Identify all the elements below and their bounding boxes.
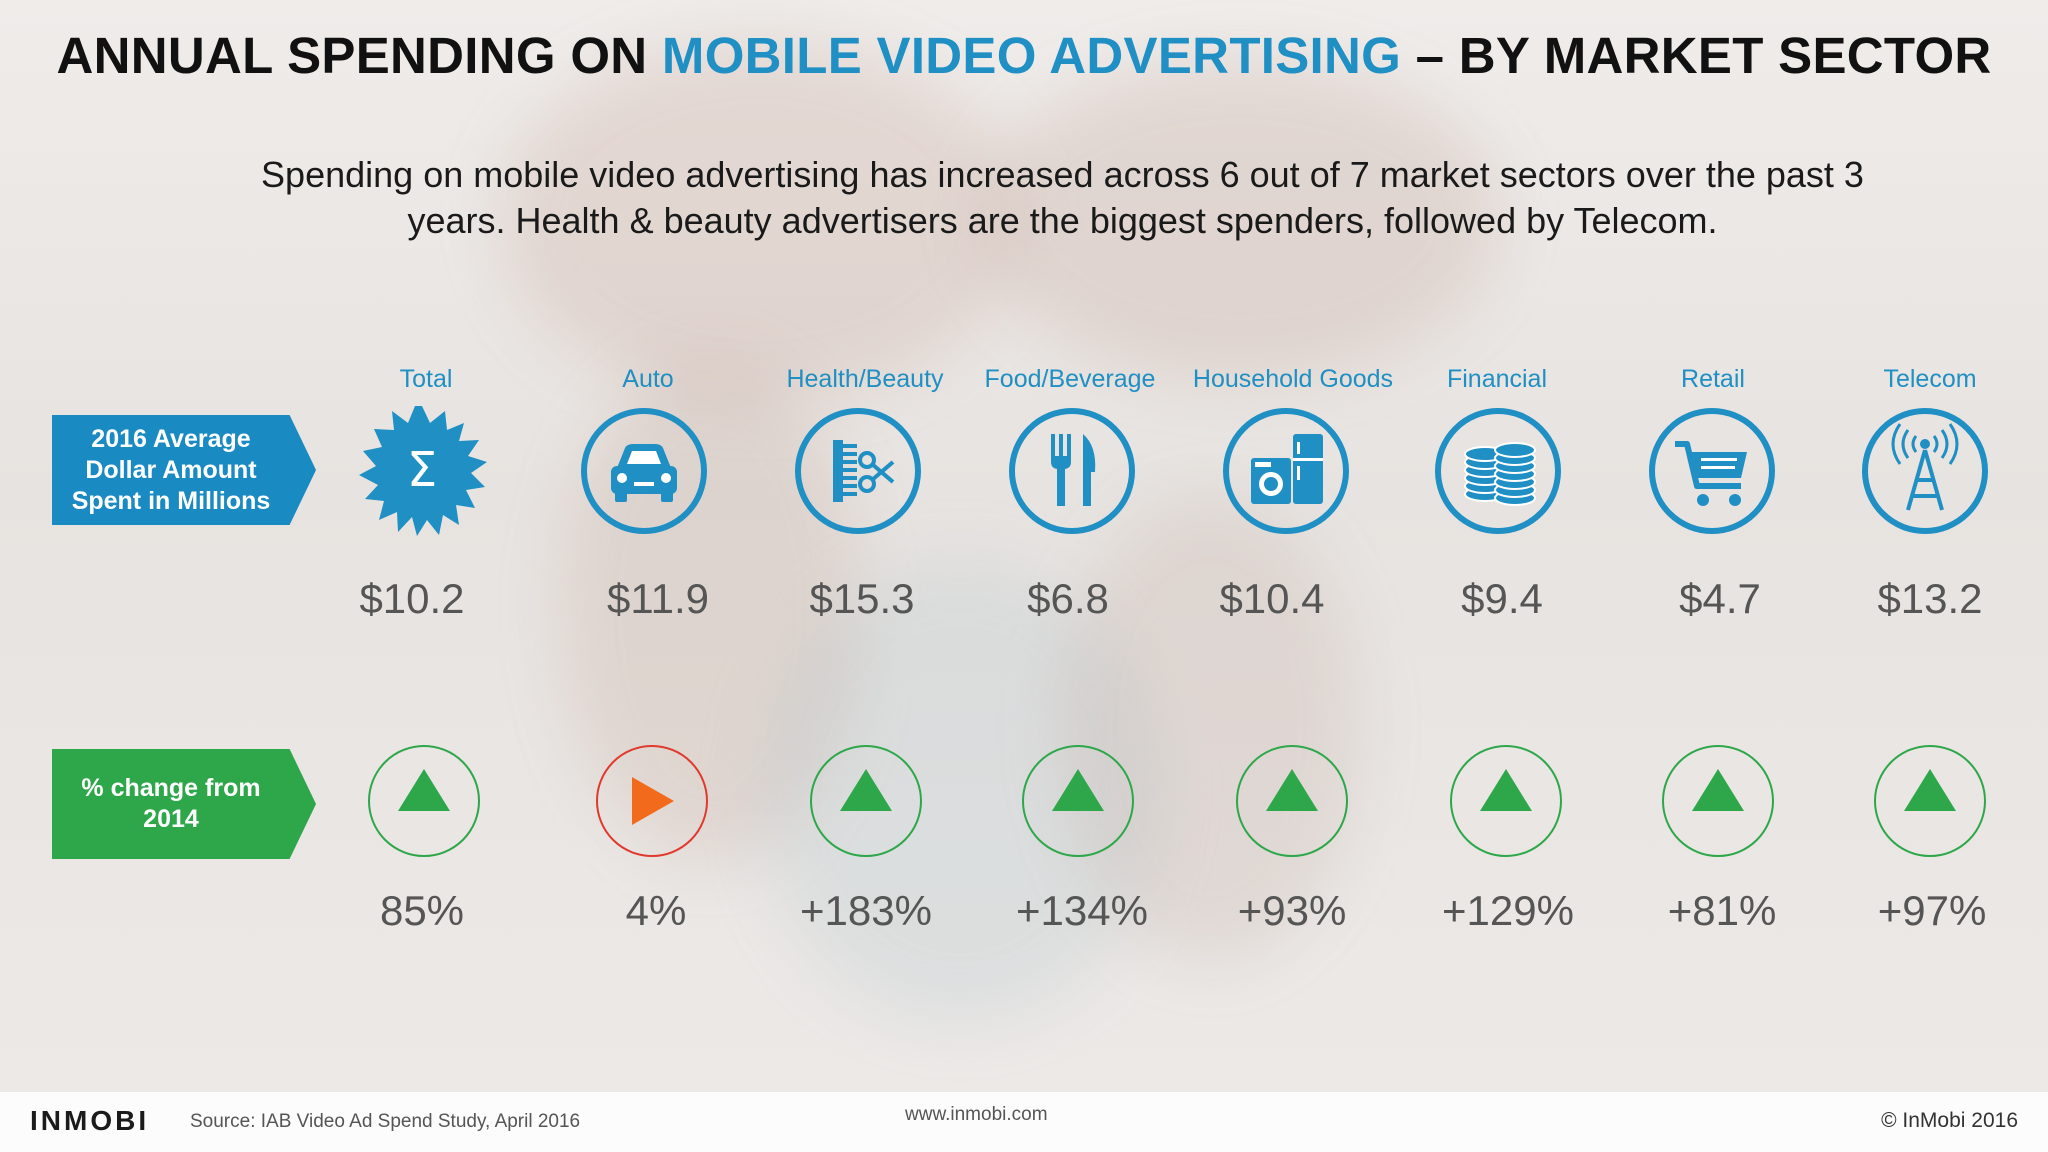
comb-scissors-icon [793,406,923,536]
triangle-up-icon [1234,743,1350,859]
inmobi-logo: INMOBI [30,1105,150,1136]
amount-food-beverage: $6.8 [1027,575,1109,622]
amount-retail: $4.7 [1679,575,1761,622]
sector-label-auto: Auto [622,365,674,393]
coins-icon [1433,406,1563,536]
sector-label-health-beauty: Health/Beauty [786,365,944,393]
change-total: 85% [379,887,465,934]
change-retail: +81% [1667,887,1777,934]
sigma-icon: Σ [357,406,487,536]
car-icon [579,406,709,536]
triangle-up-icon [1872,743,1988,859]
amount-row-label-line: Spent in Millions [71,486,271,515]
title-suffix: – BY MARKET SECTOR [1401,27,1992,84]
sector-label-food-beverage: Food/Beverage [984,365,1156,393]
change-food-beverage: +134% [1016,887,1148,934]
change-telecom: +97% [1877,887,1987,934]
change-row-label-line: 2014 [143,805,199,833]
page-title: ANNUAL SPENDING ON MOBILE VIDEO ADVERTIS… [0,26,2048,85]
fork-knife-icon [1007,406,1137,536]
change-household-goods: +93% [1237,887,1347,934]
svg-text:Σ: Σ [407,442,437,498]
tower-icon [1860,406,1990,536]
sector-label-financial: Financial [1446,365,1548,393]
copyright: © InMobi 2016 [1881,1109,2018,1132]
shopping-cart-icon [1647,406,1777,536]
subtitle: Spending on mobile video advertising has… [190,152,1935,244]
amount-row-label: 2016 Average Dollar Amount Spent in Mill… [52,415,316,525]
footer: INMOBI Source: IAB Video Ad Spend Study,… [0,1092,2048,1152]
amount-financial: $9.4 [1461,575,1543,622]
amount-row-label-line: 2016 Average [91,424,251,453]
change-health-beauty: +183% [800,887,932,934]
triangle-up-icon [808,743,924,859]
amount-household-goods: $10.4 [1219,575,1325,622]
change-auto: 4% [625,887,687,934]
triangle-up-icon [1660,743,1776,859]
background-photo [0,0,2048,1092]
change-financial: +129% [1442,887,1574,934]
sector-label-total: Total [399,365,453,393]
triangle-up-icon [1448,743,1564,859]
amount-total: $10.2 [359,575,465,622]
website-link[interactable]: www.inmobi.com [905,1104,1048,1125]
subtitle-line-2: years. Health & beauty advertisers are t… [407,200,1718,241]
triangle-up-icon [1020,743,1136,859]
triangle-up-icon [366,743,482,859]
appliances-icon [1221,406,1351,536]
sector-label-household-goods: Household Goods [1192,365,1394,393]
amount-telecom: $13.2 [1877,575,1983,622]
amount-auto: $11.9 [607,575,709,622]
title-accent: MOBILE VIDEO ADVERTISING [661,27,1402,84]
amount-health-beauty: $15.3 [809,575,915,622]
sector-label-telecom: Telecom [1883,365,1977,393]
change-row-label-line: % change from [81,774,261,802]
sector-label-retail: Retail [1681,365,1745,393]
subtitle-line-1: Spending on mobile video advertising has… [261,154,1864,195]
amount-row-label-line: Dollar Amount [85,455,257,484]
source-note: Source: IAB Video Ad Spend Study, April … [190,1111,581,1132]
change-row-label: % change from 2014 [52,749,316,859]
triangle-right-icon [594,743,710,859]
title-prefix: ANNUAL SPENDING ON [56,27,662,84]
